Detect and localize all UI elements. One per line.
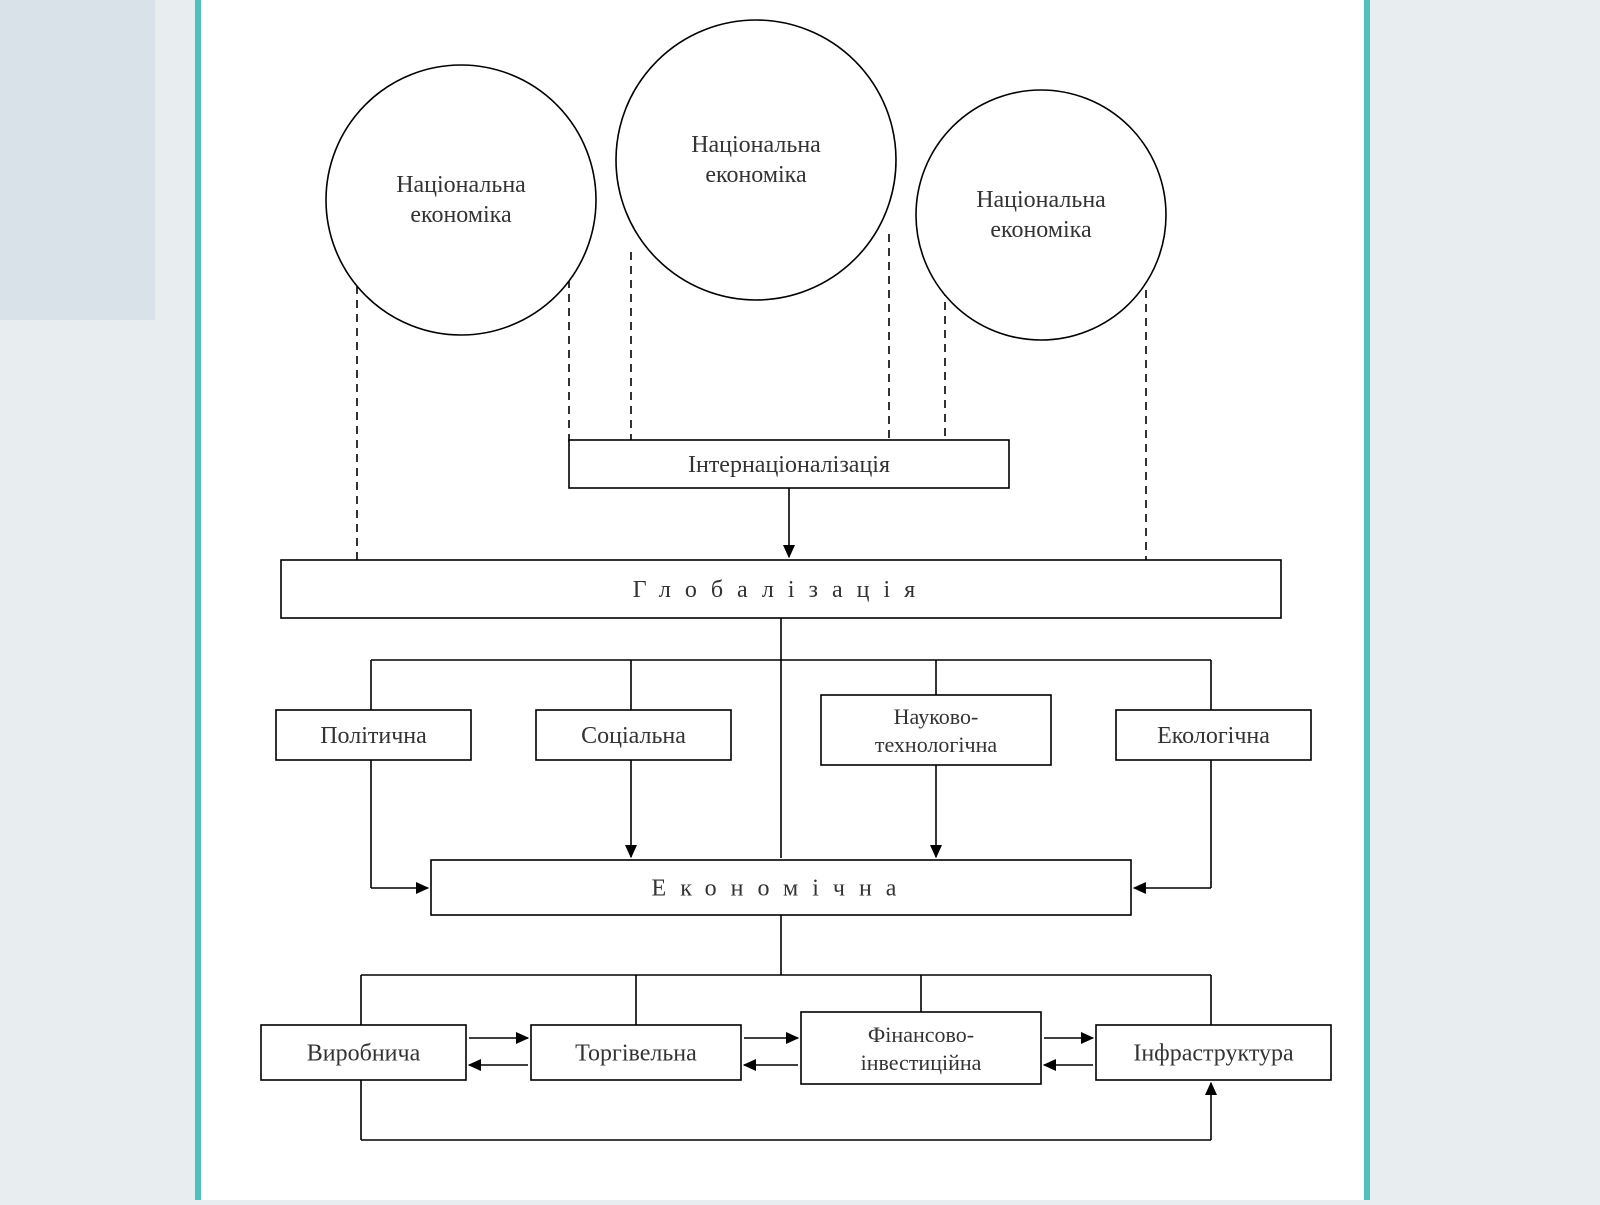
box-label-fin-1: Фінансово- <box>868 1022 974 1047</box>
node-nat-econ-1 <box>326 65 596 335</box>
slide-background: Національна економіка Національна економіка… <box>0 0 1600 1200</box>
node-label-nat-econ-3-1: Національна <box>976 187 1106 213</box>
box-label-trade: Торгівельна <box>575 1041 697 1067</box>
node-label-nat-econ-3-2: економіка <box>990 217 1092 243</box>
box-label-scitech-2: технологічна <box>875 732 998 757</box>
diagram-panel: Національна економіка Національна економіка… <box>195 0 1370 1200</box>
node-label-nat-econ-1-2: економіка <box>410 202 512 228</box>
box-label-global: Глобалізація <box>633 577 929 603</box>
box-label-infra: Інфраструктура <box>1133 1041 1294 1067</box>
box-label-political: Політична <box>320 723 427 749</box>
box-label-fin-2: інвестиційна <box>861 1050 982 1075</box>
node-nat-econ-2 <box>616 20 896 300</box>
box-label-prod: Виробнича <box>307 1041 421 1067</box>
node-label-nat-econ-1-1: Національна <box>396 172 526 198</box>
node-label-nat-econ-2-2: економіка <box>705 162 807 188</box>
flowchart-svg: Національна економіка Національна економіка… <box>201 0 1364 1200</box>
box-label-eco: Екологічна <box>1157 723 1270 749</box>
node-label-nat-econ-2-1: Національна <box>691 132 821 158</box>
side-accent-panel <box>0 0 155 320</box>
node-nat-econ-3 <box>916 90 1166 340</box>
box-label-scitech-1: Науково- <box>894 704 979 729</box>
box-label-social: Соціальна <box>581 723 686 749</box>
box-label-economic: Економічна <box>652 876 911 902</box>
box-label-intern: Інтернаціоналізація <box>688 452 890 478</box>
